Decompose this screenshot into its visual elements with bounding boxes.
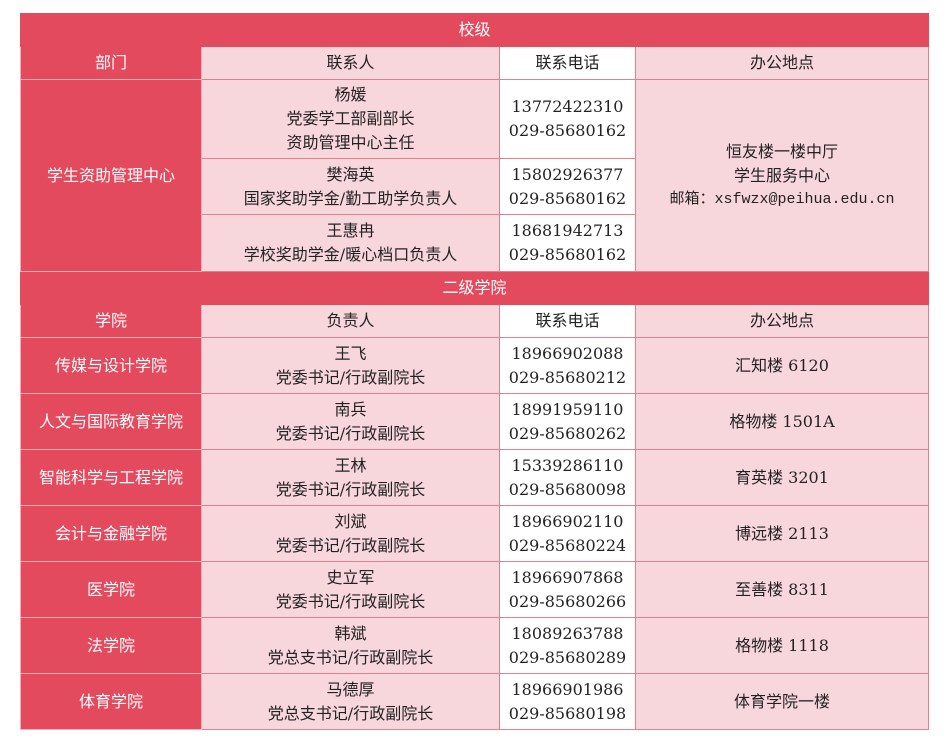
mobile-phone: 18089263788	[511, 623, 624, 643]
college-row: 体育学院 马德厚 党总支书记/行政副院长 18966901986 029-8568019…	[20, 673, 930, 730]
office-location: 格物楼 1118	[634, 617, 930, 674]
contact-name: 樊海英	[326, 164, 375, 184]
office-phone: 029-85680098	[508, 479, 627, 499]
phone-cell: 15339286110 029-85680098	[499, 449, 636, 506]
mobile-phone: 15802926377	[511, 164, 624, 184]
college-name: 传媒与设计学院	[20, 337, 202, 394]
mobile-phone: 18966902110	[511, 511, 624, 531]
phone-cell: 18966907868 029-85680266	[499, 561, 636, 618]
leader-title: 党委书记/行政副院长	[275, 423, 426, 443]
office-phone: 029-85680224	[508, 535, 627, 555]
office-phone: 029-85680266	[508, 591, 627, 611]
header-phone: 联系电话	[499, 46, 636, 80]
office-location: 汇知楼 6120	[634, 337, 930, 394]
phone-cell: 18966902110 029-85680224	[499, 505, 636, 562]
office-location: 博远楼 2113	[634, 505, 930, 562]
contact-name: 杨媛	[334, 85, 367, 104]
mobile-phone: 18681942713	[511, 221, 624, 240]
office-phone: 029-85680162	[508, 121, 627, 140]
section-title-colleges: 二级学院	[19, 271, 930, 305]
office-phone: 029-85680262	[508, 423, 627, 443]
phone-cell: 18681942713 029-85680162	[499, 214, 636, 272]
section-title-school: 校级	[19, 13, 930, 47]
phone-cell: 18966901986 029-85680198	[499, 673, 636, 730]
header-department: 部门	[20, 46, 202, 80]
mobile-phone: 18966901986	[511, 679, 624, 699]
office-location: 恒友楼一楼中厅	[726, 141, 839, 161]
college-name: 会计与金融学院	[20, 505, 202, 562]
leader-cell: 韩斌党总支书记/行政副院长	[201, 617, 500, 674]
mobile-phone: 18966907868	[511, 567, 624, 587]
mobile-phone: 15339286110	[511, 455, 624, 475]
leader-title: 党委书记/行政副院长	[275, 591, 426, 611]
contact-cell: 樊海英 国家奖助学金/勤工助学负责人	[201, 158, 500, 215]
office-location: 至善楼 8311	[634, 561, 930, 618]
leader-cell: 马德厚党总支书记/行政副院长	[201, 673, 500, 730]
contact-title: 资助管理中心主任	[286, 133, 415, 152]
header-college: 学院	[20, 304, 202, 338]
college-name: 体育学院	[20, 673, 202, 730]
leader-title: 党委书记/行政副院长	[275, 479, 426, 499]
college-name: 人文与国际教育学院	[20, 393, 202, 450]
leader-title: 党总支书记/行政副院长	[267, 647, 434, 667]
header-contact: 联系人	[201, 46, 500, 80]
office-phone: 029-85680198	[508, 703, 627, 723]
leader-cell: 王飞党委书记/行政副院长	[201, 337, 500, 394]
mobile-phone: 13772422310	[511, 97, 624, 116]
office-phone: 029-85680289	[508, 647, 627, 667]
leader-name: 韩斌	[334, 623, 367, 643]
office-email[interactable]: 邮箱：xsfwzx@peihua.edu.cn	[669, 190, 895, 208]
leader-name: 王林	[334, 455, 367, 475]
contact-cell: 王惠冉 学校奖助学金/暖心档口负责人	[201, 214, 500, 272]
header-phone: 联系电话	[499, 304, 636, 338]
office-location: 体育学院一楼	[634, 673, 930, 730]
header-office: 办公地点	[634, 304, 930, 338]
leader-name: 马德厚	[326, 679, 375, 699]
phone-cell: 18089263788 029-85680289	[499, 617, 636, 674]
leader-name: 刘斌	[334, 511, 367, 531]
college-row: 传媒与设计学院 王飞 党委书记/行政副院长 18966902088 029-856802…	[20, 337, 930, 394]
leader-title: 党委书记/行政副院长	[275, 367, 426, 387]
leader-title: 党总支书记/行政副院长	[267, 703, 434, 723]
contact-title: 党委学工部副部长	[286, 109, 415, 128]
department-name: 学生资助管理中心	[20, 79, 202, 272]
office-phone: 029-85680162	[508, 245, 627, 264]
mobile-phone: 18966902088	[511, 343, 624, 363]
office-location: 育英楼 3201	[634, 449, 930, 506]
leader-title: 党委书记/行政副院长	[275, 535, 426, 555]
phone-cell: 18966902088 029-85680212	[499, 337, 636, 394]
college-row: 医学院 史立军 党委书记/行政副院长 18966907868 029-85680266 至…	[20, 561, 930, 618]
leader-name: 王飞	[334, 343, 367, 363]
contact-table: 校级 部门 联系人 联系电话 办公地点 学生资助管理中心 杨媛 党委学工部副部长…	[19, 13, 930, 730]
office-cell: 恒友楼一楼中厅 学生服务中心 邮箱：xsfwzx@peihua.edu.cn	[634, 79, 930, 272]
leader-cell: 王林党委书记/行政副院长	[201, 449, 500, 506]
college-row: 人文与国际教育学院 南兵 党委书记/行政副院长 18991959110 029-8568…	[20, 393, 930, 450]
contact-title: 学校奖助学金/暖心档口负责人	[243, 245, 458, 264]
college-row: 会计与金融学院 刘斌 党委书记/行政副院长 18966902110 029-856802…	[20, 505, 930, 562]
college-row: 智能科学与工程学院 王林 党委书记/行政副院长 15339286110 029-8568…	[20, 449, 930, 506]
leader-name: 南兵	[334, 399, 367, 419]
leader-cell: 南兵党委书记/行政副院长	[201, 393, 500, 450]
office-location: 学生服务中心	[734, 165, 831, 185]
header-office: 办公地点	[634, 46, 930, 80]
header-leader: 负责人	[201, 304, 500, 338]
leader-name: 史立军	[326, 567, 375, 587]
leader-cell: 刘斌党委书记/行政副院长	[201, 505, 500, 562]
office-phone: 029-85680212	[508, 367, 627, 387]
office-location: 格物楼 1501A	[634, 393, 930, 450]
phone-cell: 18991959110 029-85680262	[499, 393, 636, 450]
college-name: 智能科学与工程学院	[20, 449, 202, 506]
contact-cell: 杨媛 党委学工部副部长 资助管理中心主任	[201, 79, 500, 159]
contact-name: 王惠冉	[326, 221, 375, 240]
mobile-phone: 18991959110	[511, 399, 624, 419]
leader-cell: 史立军党委书记/行政副院长	[201, 561, 500, 618]
phone-cell: 15802926377 029-85680162	[499, 158, 636, 215]
college-row: 法学院 韩斌 党总支书记/行政副院长 18089263788 029-85680289 格…	[20, 617, 930, 674]
college-name: 医学院	[20, 561, 202, 618]
college-name: 法学院	[20, 617, 202, 674]
contact-title: 国家奖助学金/勤工助学负责人	[243, 188, 458, 208]
phone-cell: 13772422310 029-85680162	[499, 79, 636, 159]
office-phone: 029-85680162	[508, 188, 627, 208]
